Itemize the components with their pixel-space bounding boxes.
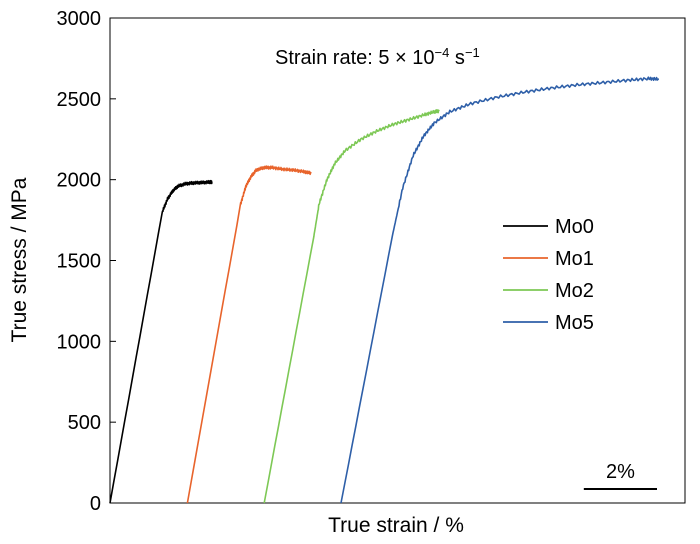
legend: Mo0 Mo1 Mo2 Mo5 [503, 216, 594, 334]
y-axis-title: True stress / MPa [8, 177, 31, 342]
series-line-mo5 [340, 76, 659, 504]
legend-label-mo2: Mo2 [555, 280, 594, 302]
y-tick-label: 1000 [57, 331, 102, 353]
plot-frame [109, 17, 686, 504]
annotation-unit: s [449, 47, 465, 69]
y-tick-label: 2500 [57, 89, 102, 111]
plot-area: 0 500 1000 1500 2000 2500 3000 [57, 8, 686, 515]
annotation-unit-exponent: −1 [465, 45, 480, 60]
x-axis-title: True strain / % [328, 514, 464, 537]
annotation-exponent: −4 [435, 45, 450, 60]
legend-label-mo5: Mo5 [555, 312, 594, 334]
y-tick-label: 3000 [57, 8, 102, 30]
strain-rate-annotation: Strain rate: 5 × 10−4 s−1 [275, 45, 480, 70]
series-line-mo2 [263, 109, 440, 504]
y-tick-label: 2000 [57, 170, 102, 192]
y-tick-label: 1500 [57, 251, 102, 273]
series-line-mo1 [186, 165, 312, 504]
series-line-mo0 [109, 179, 213, 504]
legend-label-mo1: Mo1 [555, 248, 594, 270]
y-tick-label: 0 [90, 493, 101, 515]
legend-label-mo0: Mo0 [555, 216, 594, 238]
scale-bar-label: 2% [606, 461, 635, 483]
annotation-prefix: Strain rate: 5 × 10 [275, 47, 435, 69]
scale-bar: 2% [583, 461, 657, 490]
y-tick-label: 500 [68, 412, 101, 434]
